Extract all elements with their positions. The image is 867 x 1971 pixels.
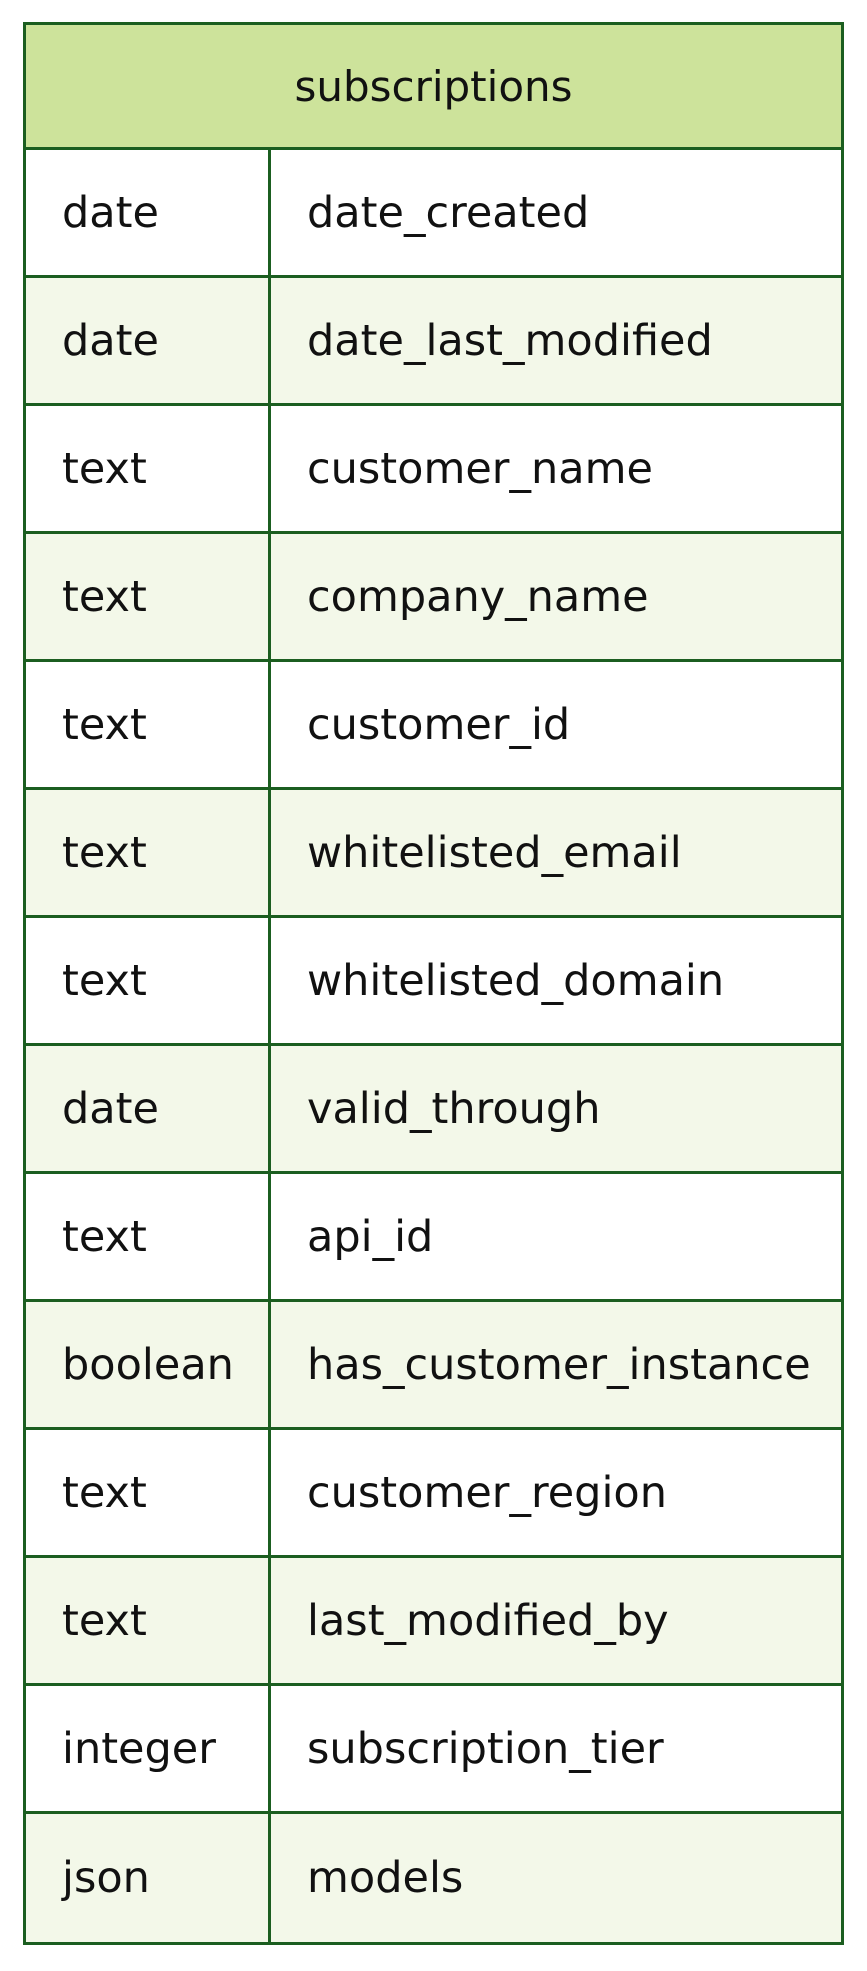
attribute-row: date date_last_modified <box>26 278 841 406</box>
attribute-row: text last_modified_by <box>26 1558 841 1686</box>
attribute-type: text <box>26 1430 271 1555</box>
attribute-name: whitelisted_email <box>307 827 682 878</box>
attribute-list: date date_created date date_last_modifie… <box>26 150 841 1942</box>
attribute-row: date valid_through <box>26 1046 841 1174</box>
attribute-row: text customer_id <box>26 662 841 790</box>
attribute-type: text <box>26 406 271 531</box>
attribute-name: company_name <box>307 571 649 622</box>
attribute-type: date <box>26 1046 271 1171</box>
attribute-type: text <box>26 918 271 1043</box>
attribute-type: date <box>26 150 271 275</box>
attribute-row: text customer_region <box>26 1430 841 1558</box>
attribute-name: date_created <box>307 187 590 238</box>
attribute-row: boolean has_customer_instance <box>26 1302 841 1430</box>
attribute-row: text api_id <box>26 1174 841 1302</box>
attribute-type: date <box>26 278 271 403</box>
attribute-type: text <box>26 662 271 787</box>
attribute-name: subscription_tier <box>307 1723 664 1774</box>
entity-subscriptions: subscriptions date date_created date dat… <box>23 22 844 1945</box>
attribute-type: text <box>26 1174 271 1299</box>
entity-title: subscriptions <box>26 25 841 150</box>
attribute-name: customer_id <box>307 699 571 750</box>
attribute-type: integer <box>26 1686 271 1811</box>
attribute-name: models <box>307 1853 464 1903</box>
attribute-name: valid_through <box>307 1083 601 1134</box>
attribute-name: has_customer_instance <box>307 1339 811 1390</box>
attribute-name: customer_name <box>307 443 653 494</box>
attribute-row: text company_name <box>26 534 841 662</box>
attribute-name: date_last_modified <box>307 315 713 366</box>
attribute-name: api_id <box>307 1211 434 1262</box>
attribute-row: integer subscription_tier <box>26 1686 841 1814</box>
attribute-name: last_modified_by <box>307 1595 669 1646</box>
attribute-type: text <box>26 790 271 915</box>
attribute-row: text whitelisted_domain <box>26 918 841 1046</box>
attribute-row: text whitelisted_email <box>26 790 841 918</box>
attribute-row: text customer_name <box>26 406 841 534</box>
attribute-row: json models <box>26 1814 841 1942</box>
attribute-type: text <box>26 1558 271 1683</box>
attribute-name: customer_region <box>307 1467 667 1518</box>
attribute-type: boolean <box>26 1302 271 1427</box>
attribute-name: whitelisted_domain <box>307 955 725 1006</box>
attribute-type: text <box>26 534 271 659</box>
attribute-type: json <box>26 1814 271 1942</box>
attribute-row: date date_created <box>26 150 841 278</box>
